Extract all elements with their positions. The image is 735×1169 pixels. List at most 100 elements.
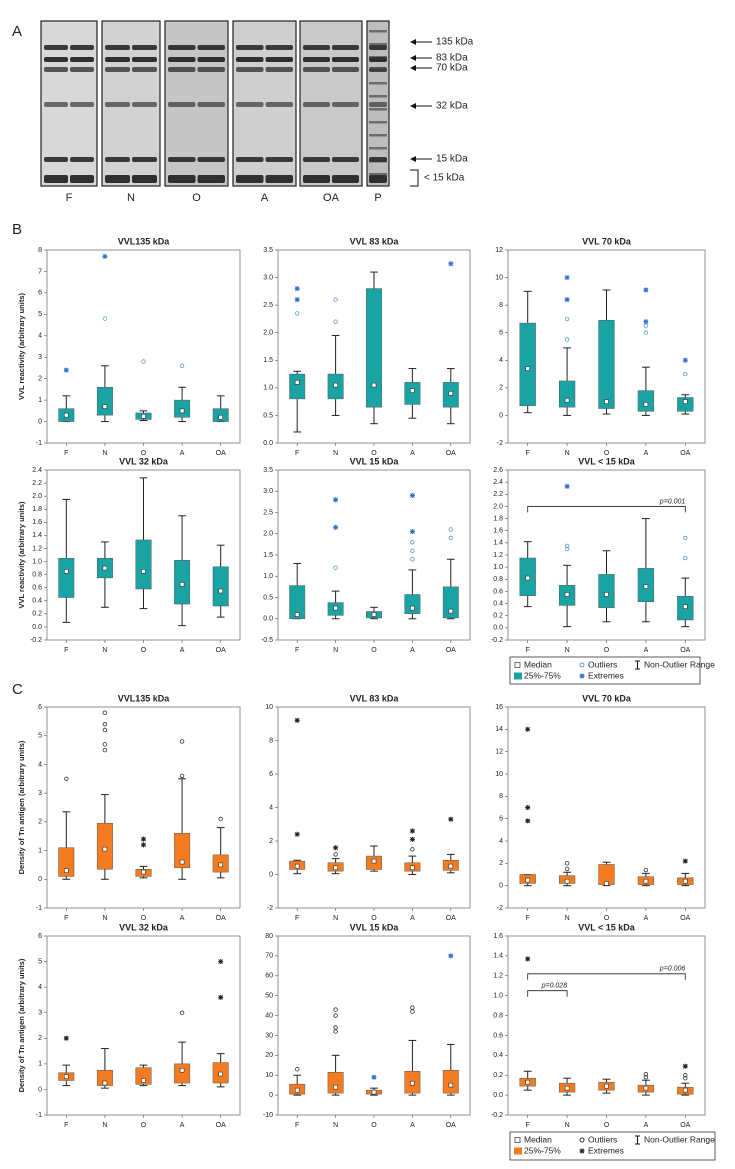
panel-label: B [12, 221, 22, 238]
marker-label: 70 kDa [436, 63, 468, 74]
blot-band [197, 45, 225, 50]
median [64, 569, 69, 574]
y-tick-label: 2.2 [32, 480, 42, 487]
y-axis-label: Density of Tn antigen (arbitrary units) [17, 958, 26, 1092]
y-axis-label: VVL reactivity (arbitrary units) [17, 293, 26, 400]
y-axis-label: VVL reactivity (arbitrary units) [17, 501, 26, 608]
legend-label: Extremes [588, 670, 624, 680]
y-tick-label: 40 [265, 1012, 273, 1019]
y-tick-label: 0 [38, 418, 42, 425]
outlier [333, 1025, 338, 1030]
outlier [410, 1005, 415, 1010]
y-tick-label: 1.0 [263, 385, 273, 392]
outlier [102, 747, 108, 753]
y-tick-label: 3.0 [263, 274, 273, 281]
y-tick-label: 0 [269, 871, 273, 878]
x-tick-label: O [141, 647, 147, 654]
median [564, 592, 570, 597]
y-tick-label: 0 [499, 412, 503, 419]
blot-band [197, 67, 225, 72]
blot-band [44, 157, 68, 162]
y-tick-label: 6 [499, 330, 503, 337]
blot-band [236, 102, 264, 107]
outlier [683, 535, 688, 541]
significance-bracket [527, 506, 686, 513]
median [643, 584, 649, 589]
y-tick-label: 3.0 [263, 488, 273, 495]
outlier [564, 546, 570, 552]
x-tick-label: O [604, 915, 610, 922]
y-tick-label: 0.2 [32, 611, 42, 618]
blot-band [265, 157, 293, 162]
median [371, 1089, 377, 1095]
blot-band [70, 45, 94, 50]
plot-frame [277, 935, 471, 1116]
lane-label: N [127, 192, 135, 204]
x-tick-label: A [410, 1122, 415, 1129]
extreme [63, 1035, 69, 1041]
extreme [682, 357, 688, 363]
y-tick-label: 0.0 [263, 616, 273, 623]
legend-box [509, 656, 701, 685]
x-tick-label: F [526, 1122, 530, 1129]
extreme [525, 726, 531, 732]
x-tick-label: N [565, 1122, 570, 1129]
y-tick-label: 1.6 [493, 528, 503, 535]
y-tick-label: 1.2 [493, 552, 503, 559]
box [442, 1070, 459, 1094]
y-tick-label: 1 [38, 847, 42, 854]
median [294, 612, 300, 617]
blot-band [265, 175, 293, 183]
blot-band [369, 160, 387, 163]
extreme [371, 1074, 377, 1080]
x-tick-label: O [371, 1122, 377, 1129]
median [448, 391, 454, 396]
box [519, 322, 536, 407]
median [371, 612, 377, 617]
blot-band [44, 45, 68, 50]
outlier [333, 319, 338, 324]
median [102, 846, 108, 852]
x-tick-label: F [295, 647, 299, 654]
x-tick-label: F [64, 647, 68, 654]
median [141, 1078, 146, 1083]
x-tick-label: F [64, 915, 68, 922]
blot-band [105, 45, 130, 50]
y-axis-label: Density of Tn antigen (arbitrary units) [17, 740, 26, 874]
blot-band [168, 45, 196, 50]
box [366, 288, 382, 408]
y-tick-label: 2.5 [263, 509, 273, 516]
blot-band [197, 57, 225, 62]
box [289, 373, 306, 400]
median [643, 878, 649, 884]
blot-band [70, 102, 94, 107]
median [64, 412, 69, 418]
outlier [102, 722, 108, 727]
extreme [682, 1063, 688, 1069]
legend-swatch [514, 672, 522, 680]
median [604, 881, 609, 886]
y-tick-label: 10 [265, 704, 273, 711]
box [174, 1063, 191, 1084]
median [410, 388, 415, 393]
median [218, 414, 223, 420]
y-tick-label: -1 [36, 440, 42, 447]
outlier [410, 548, 415, 553]
blot-band [369, 95, 387, 98]
outlier [643, 867, 649, 873]
outlier [179, 739, 185, 744]
blot-band [332, 157, 359, 162]
blot-band [168, 157, 196, 162]
plot-frame [46, 935, 241, 1116]
y-tick-label: 0.4 [493, 600, 503, 607]
extreme [564, 297, 570, 303]
x-tick-label: OA [216, 1122, 226, 1129]
lane-label: OA [323, 192, 340, 204]
x-tick-label: F [295, 915, 299, 922]
outlier [179, 1010, 185, 1015]
median [525, 1079, 531, 1085]
x-tick-label: OA [446, 450, 456, 457]
x-tick-label: N [102, 450, 107, 457]
box [135, 539, 152, 590]
blot-band [105, 157, 130, 162]
